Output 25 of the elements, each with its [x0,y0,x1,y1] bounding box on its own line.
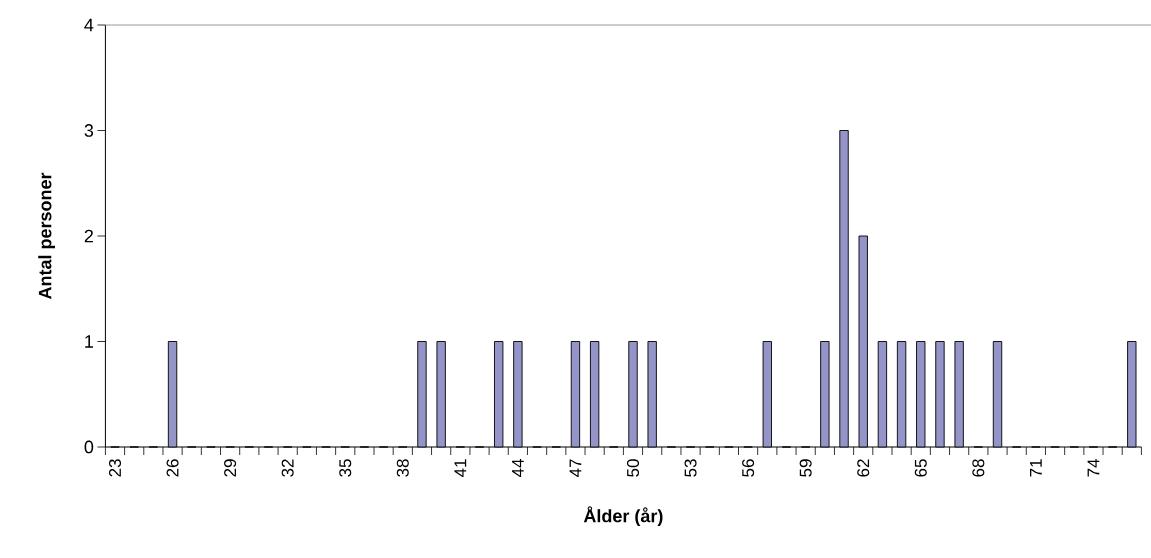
x-tick-label: 44 [512,459,524,478]
y-tick-label: 1 [85,335,93,348]
y-tick-label: 2 [84,229,93,243]
x-tick-label: 23 [108,459,122,477]
x-axis-title: Ålder (år) [583,506,663,526]
x-tick-label: 59 [799,459,812,477]
y-axis-title: Antal personer [38,172,55,300]
x-tick-label: 26 [166,459,179,477]
x-tick-label: 62 [857,459,870,477]
x-tick-label: 74 [1087,459,1100,477]
x-tick-label: 41 [454,459,467,478]
y-tick-label: 3 [84,124,94,137]
x-tick-label: 71 [1030,459,1042,477]
x-tick-label: 32 [281,459,294,477]
y-tick-label: 4 [84,18,94,32]
x-tick-label: 53 [684,459,697,477]
x-tick-label: 47 [569,459,582,478]
x-tick-label: 38 [396,459,409,477]
x-tick-label: 50 [626,459,640,477]
x-tick-label: 65 [914,459,927,477]
x-tick-label: 35 [339,459,352,477]
x-tick-label: 68 [972,459,985,477]
x-tick-label: 56 [742,459,755,477]
x-tick-label: 29 [224,459,237,477]
y-tick-label: 0 [84,440,94,454]
